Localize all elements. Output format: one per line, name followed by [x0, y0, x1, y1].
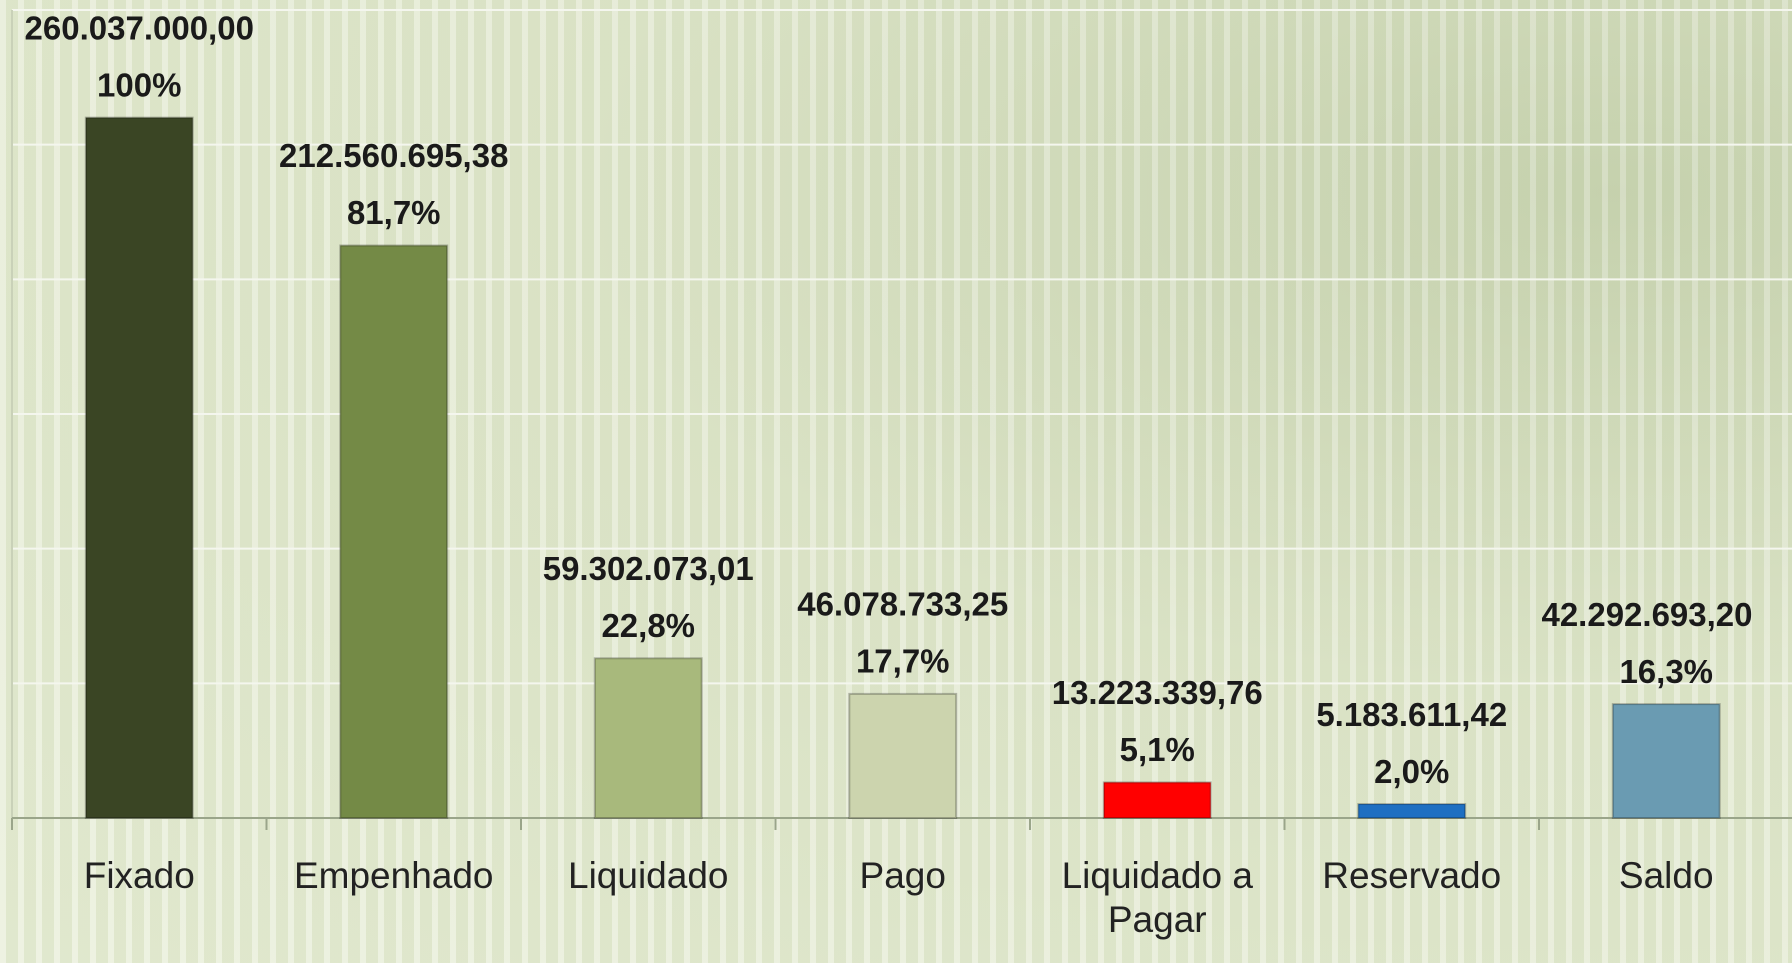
x-tick-label: Saldo — [1618, 855, 1714, 896]
x-tick-label: Liquidado a Pagar — [1061, 855, 1253, 940]
value-label: 59.302.073,01 — [543, 550, 754, 587]
value-label: 13.223.339,76 — [1052, 674, 1263, 711]
percent-label: 16,3% — [1619, 653, 1713, 690]
x-tick-label: Empenhado — [293, 855, 494, 896]
bar — [1611, 703, 1721, 819]
bar — [339, 244, 449, 820]
percent-label: 5,1% — [1120, 731, 1195, 768]
bar — [1357, 803, 1467, 820]
percent-label: 2,0% — [1374, 753, 1449, 790]
percent-label: 81,7% — [347, 194, 441, 231]
value-label: 260.037.000,00 — [25, 9, 254, 46]
bar — [1102, 781, 1212, 819]
percent-label: 17,7% — [856, 643, 950, 680]
x-tick-label: Liquidado — [568, 855, 729, 896]
value-label: 46.078.733,25 — [797, 586, 1008, 623]
percent-label: 22,8% — [601, 607, 695, 644]
bar — [848, 692, 958, 819]
bar — [84, 116, 194, 820]
percent-label: 100% — [97, 66, 181, 103]
value-label: 5.183.611,42 — [1316, 696, 1507, 733]
x-tick-label: Reservado — [1322, 855, 1502, 896]
x-tick-label: Fixado — [83, 855, 195, 896]
value-label: 212.560.695,38 — [279, 137, 508, 174]
bar — [593, 657, 703, 819]
value-label: 42.292.693,20 — [1541, 596, 1752, 633]
x-tick-label: Pago — [859, 855, 946, 896]
